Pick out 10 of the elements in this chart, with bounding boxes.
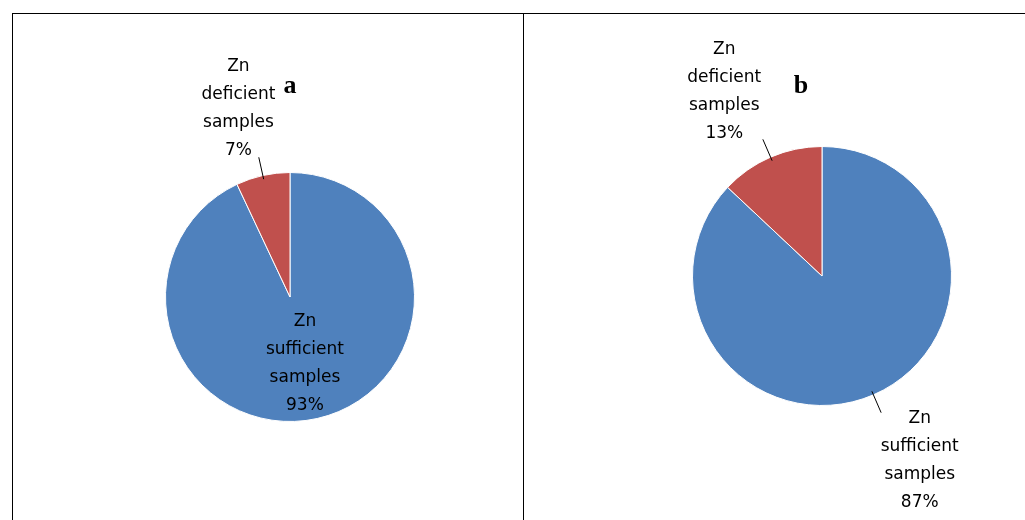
text: a [283,69,297,99]
data-label: 93% [286,394,324,415]
slice-label: Zn deficient samples [687,38,762,115]
slice-label: Zn deficient samples [201,55,276,132]
data-label: 87% [900,490,939,511]
data-label: 13% [705,122,744,143]
text: b [793,69,809,99]
slice-label: Zn sufficient samples [265,310,345,387]
data-label: 7% [224,139,252,160]
slice-label: Zn sufficient samples [880,406,960,483]
